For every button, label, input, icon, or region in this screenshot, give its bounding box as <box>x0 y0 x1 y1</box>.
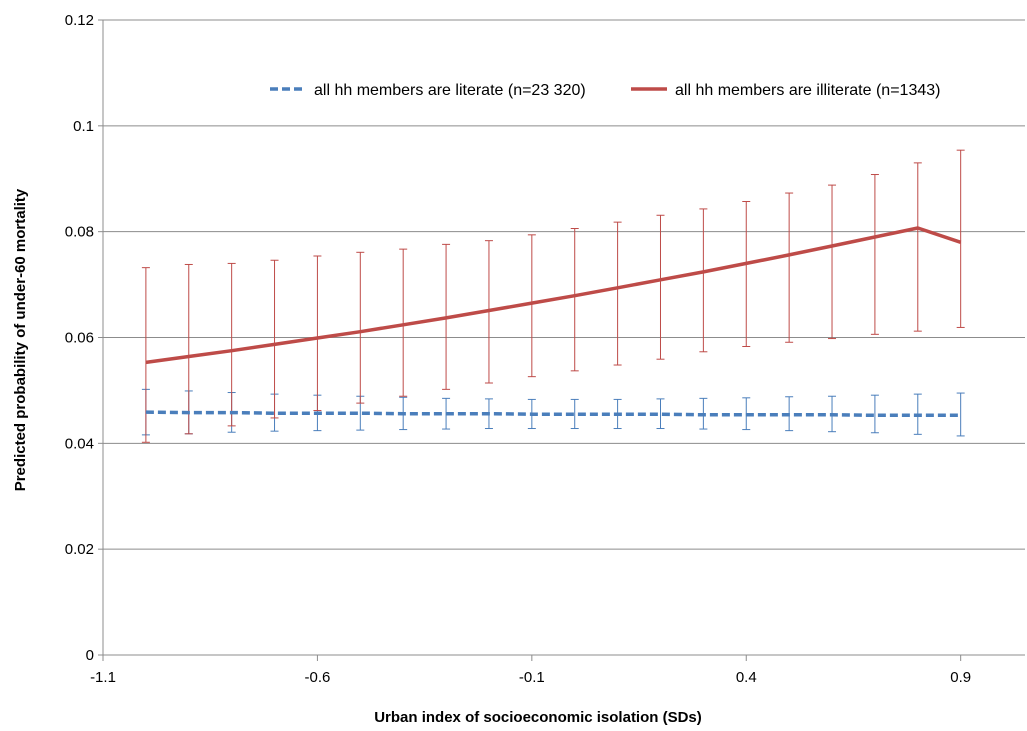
gridlines <box>103 19 1025 550</box>
x-tick-label: 0.4 <box>736 669 757 686</box>
y-tick-label: 0.08 <box>65 224 94 241</box>
series-line-illiterate <box>145 226 962 365</box>
y-tick-label: 0.1 <box>73 118 94 135</box>
y-tick-label: 0.12 <box>65 12 94 29</box>
series-lines <box>145 226 962 418</box>
error-bars <box>141 149 965 443</box>
y-tick-label: 0.02 <box>65 541 94 558</box>
y-tick-label: 0.04 <box>65 435 94 452</box>
series-line-literate <box>145 410 961 418</box>
y-tick-label: 0.06 <box>65 330 94 347</box>
x-tick-label: -0.6 <box>304 669 330 686</box>
x-tick-label: -1.1 <box>90 669 116 686</box>
x-tick-label: -0.1 <box>519 669 545 686</box>
axes: 0 0.02 0.04 0.06 0.08 0.1 0.12 -1.1 -0.6 -0.1 0.4 0… <box>65 12 1025 686</box>
legend: all hh members are literate (n=23 320) al… <box>270 82 940 99</box>
x-axis-title: Urban index of socioeconomic isolation (… <box>374 709 702 726</box>
legend-label-literate: all hh members are literate (n=23 320) <box>314 82 586 99</box>
y-tick-label: 0 <box>86 647 94 664</box>
y-axis-title: Predicted probability of under-60 mortal… <box>12 188 29 491</box>
legend-label-illiterate: all hh members are illiterate (n=1343) <box>675 82 940 99</box>
x-tick-label: 0.9 <box>950 669 971 686</box>
